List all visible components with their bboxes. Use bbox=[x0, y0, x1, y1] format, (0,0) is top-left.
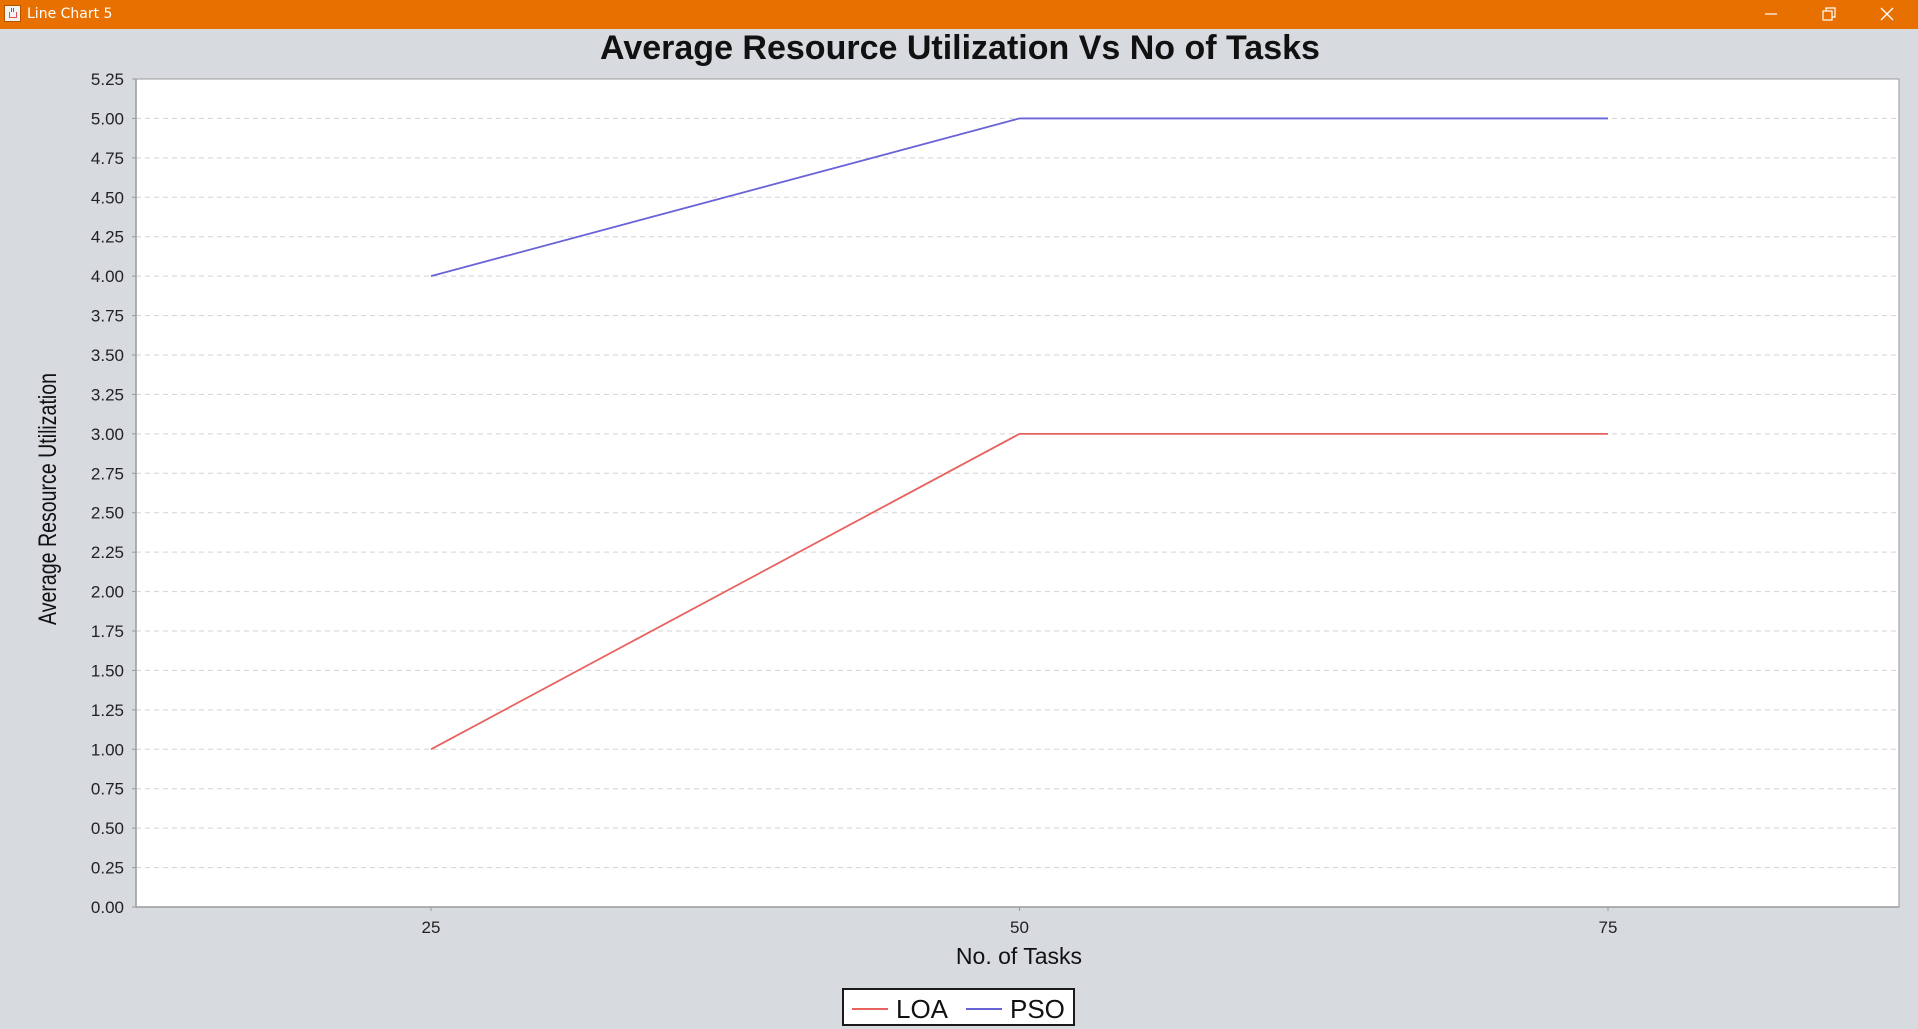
restore-button[interactable] bbox=[1800, 0, 1858, 29]
y-axis-ticks: 0.00 0.25 0.50 0.75 1.00 1.25 1.50 1.75 2.00 2.25… bbox=[91, 70, 136, 917]
minimize-button[interactable] bbox=[1742, 0, 1800, 29]
y-tick-label: 4.50 bbox=[91, 188, 124, 207]
y-tick-label: 0.75 bbox=[91, 780, 124, 799]
y-tick-label: 1.25 bbox=[91, 701, 124, 720]
x-axis-label: No. of Tasks bbox=[956, 943, 1082, 969]
y-tick-label: 3.00 bbox=[91, 425, 124, 444]
y-tick-label: 0.00 bbox=[91, 898, 124, 917]
plot-border bbox=[135, 78, 1900, 908]
chart-title: Average Resource Utilization Vs No of Ta… bbox=[600, 29, 1320, 67]
y-tick-label: 1.50 bbox=[91, 661, 124, 680]
series-lines bbox=[430, 117, 1608, 751]
y-tick-label: 1.75 bbox=[91, 622, 124, 641]
line-chart: Average Resource Utilization Vs No of Ta… bbox=[34, 29, 1900, 969]
y-tick-label: 2.50 bbox=[91, 504, 124, 523]
x-tick-label: 50 bbox=[1010, 918, 1029, 937]
y-tick-label: 0.25 bbox=[91, 859, 124, 878]
minimize-icon bbox=[1765, 13, 1777, 15]
plot-area bbox=[136, 79, 1899, 907]
series-line-pso bbox=[430, 117, 1608, 278]
chart-legend: LOA PSO bbox=[842, 988, 1075, 1026]
y-tick-label: 1.00 bbox=[91, 740, 124, 759]
y-tick-label: 3.50 bbox=[91, 346, 124, 365]
title-bar: Line Chart 5 bbox=[0, 0, 1918, 29]
y-tick-label: 4.25 bbox=[91, 228, 124, 247]
legend-swatch-pso bbox=[966, 1008, 1002, 1010]
y-tick-label: 4.00 bbox=[91, 267, 124, 286]
legend-swatch-loa bbox=[852, 1008, 888, 1010]
series-line-loa bbox=[430, 432, 1608, 751]
y-tick-label: 2.25 bbox=[91, 543, 124, 562]
x-axis-ticks: 25 50 75 bbox=[422, 907, 1618, 937]
y-axis-label: Average Resource Utilization bbox=[34, 373, 62, 625]
y-tick-label: 5.25 bbox=[91, 70, 124, 89]
restore-icon bbox=[1822, 7, 1836, 21]
y-tick-label: 4.75 bbox=[91, 149, 124, 168]
x-tick-label: 25 bbox=[422, 918, 441, 937]
y-tick-label: 2.75 bbox=[91, 464, 124, 483]
window-title: Line Chart 5 bbox=[27, 6, 113, 22]
y-tick-label: 3.75 bbox=[91, 307, 124, 326]
java-cup-icon bbox=[4, 5, 21, 22]
close-icon bbox=[1880, 7, 1894, 21]
x-tick-label: 75 bbox=[1599, 918, 1618, 937]
y-tick-label: 5.00 bbox=[91, 109, 124, 128]
y-tick-label: 3.25 bbox=[91, 385, 124, 404]
y-tick-label: 0.50 bbox=[91, 819, 124, 838]
y-tick-label: 2.00 bbox=[91, 583, 124, 602]
legend-label-pso: PSO bbox=[1010, 994, 1065, 1024]
legend-label-loa: LOA bbox=[896, 994, 949, 1024]
close-button[interactable] bbox=[1858, 0, 1916, 29]
